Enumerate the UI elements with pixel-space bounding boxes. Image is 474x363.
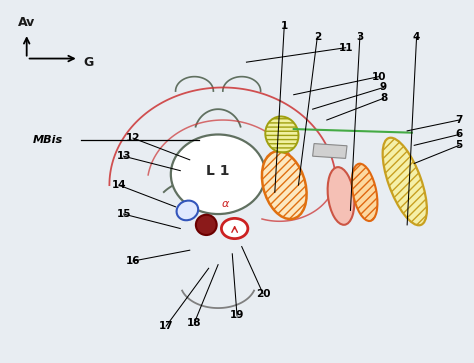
Ellipse shape — [262, 151, 307, 219]
Text: $\alpha$: $\alpha$ — [220, 199, 230, 209]
Text: 16: 16 — [126, 256, 140, 266]
Text: 8: 8 — [380, 93, 387, 103]
Text: 12: 12 — [126, 133, 140, 143]
Text: 9: 9 — [380, 82, 387, 93]
Text: 5: 5 — [456, 140, 463, 150]
Text: 11: 11 — [338, 43, 353, 53]
Circle shape — [221, 219, 248, 238]
Ellipse shape — [265, 117, 299, 152]
Ellipse shape — [352, 164, 377, 221]
Text: 1: 1 — [281, 21, 288, 31]
Text: 15: 15 — [116, 209, 131, 219]
Text: 17: 17 — [159, 321, 173, 331]
Text: 19: 19 — [230, 310, 244, 320]
Ellipse shape — [196, 215, 217, 235]
Text: Av: Av — [18, 16, 36, 29]
Text: L 1: L 1 — [206, 164, 230, 178]
Text: 6: 6 — [456, 130, 463, 139]
Text: 14: 14 — [111, 180, 126, 190]
Text: 18: 18 — [187, 318, 202, 327]
Ellipse shape — [383, 138, 427, 225]
Ellipse shape — [328, 167, 355, 225]
Bar — [313, 144, 347, 158]
Ellipse shape — [177, 201, 198, 220]
Text: 4: 4 — [413, 32, 420, 42]
Text: G: G — [83, 56, 94, 69]
Text: 3: 3 — [356, 32, 364, 42]
Text: 2: 2 — [314, 32, 321, 42]
Text: 20: 20 — [256, 289, 270, 299]
Text: 13: 13 — [116, 151, 131, 161]
Text: 10: 10 — [372, 72, 386, 82]
Text: MBis: MBis — [33, 135, 63, 145]
Ellipse shape — [171, 134, 265, 214]
Text: 7: 7 — [456, 115, 463, 125]
